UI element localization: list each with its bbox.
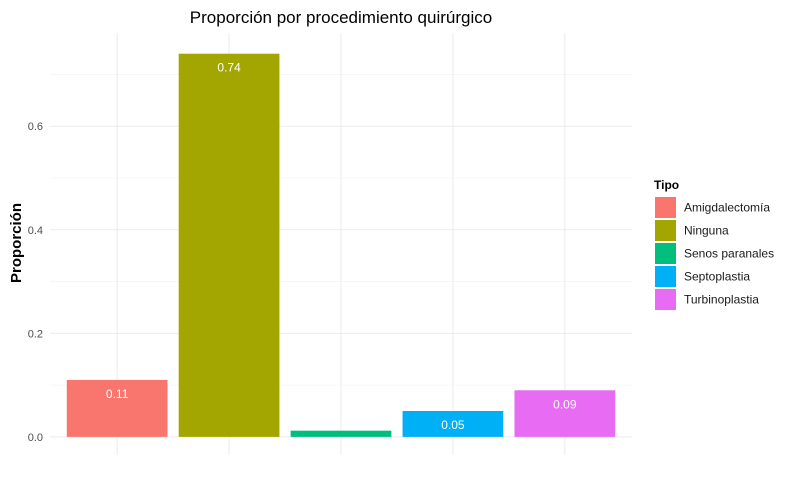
bar-data-label: 0.05 (441, 418, 465, 432)
bar (66, 379, 168, 437)
bar (514, 390, 616, 437)
y-axis-ticks: 0.0 0.2 0.4 0.6 (28, 121, 43, 444)
bar-data-label: 0.11 (106, 387, 129, 401)
legend-key (655, 289, 676, 310)
bars (66, 53, 616, 437)
chart-title: Proporción por procedimiento quirúrgico (190, 8, 492, 27)
legend-entry-label: Ninguna (684, 224, 729, 238)
bar-data-label: 0.74 (217, 61, 241, 75)
bar-data-label: 0.09 (553, 397, 577, 411)
y-tick-label: 0.2 (28, 328, 43, 340)
y-tick-label: 0.6 (28, 121, 43, 133)
legend-title: Tipo (654, 178, 679, 192)
bar (178, 53, 280, 437)
legend-entry-label: Senos paranales (684, 247, 774, 261)
bar (402, 410, 504, 437)
y-tick-label: 0.4 (28, 225, 43, 237)
legend-entry-label: Septoplastia (684, 270, 750, 284)
legend-entry-label: Turbinoplastia (684, 293, 759, 307)
data-labels: 0.11 0.74 0.05 0.09 (106, 61, 577, 432)
legend-key (655, 220, 676, 241)
legend-entry-label: Amigdalectomía (684, 201, 770, 215)
legend: Tipo Amigdalectomía Ninguna Senos paranale… (654, 178, 774, 310)
bar (290, 430, 392, 437)
legend-key (655, 243, 676, 264)
legend-key (655, 197, 676, 218)
y-axis-label: Proporción (8, 203, 25, 283)
y-tick-label: 0.0 (28, 432, 43, 444)
legend-key (655, 266, 676, 287)
